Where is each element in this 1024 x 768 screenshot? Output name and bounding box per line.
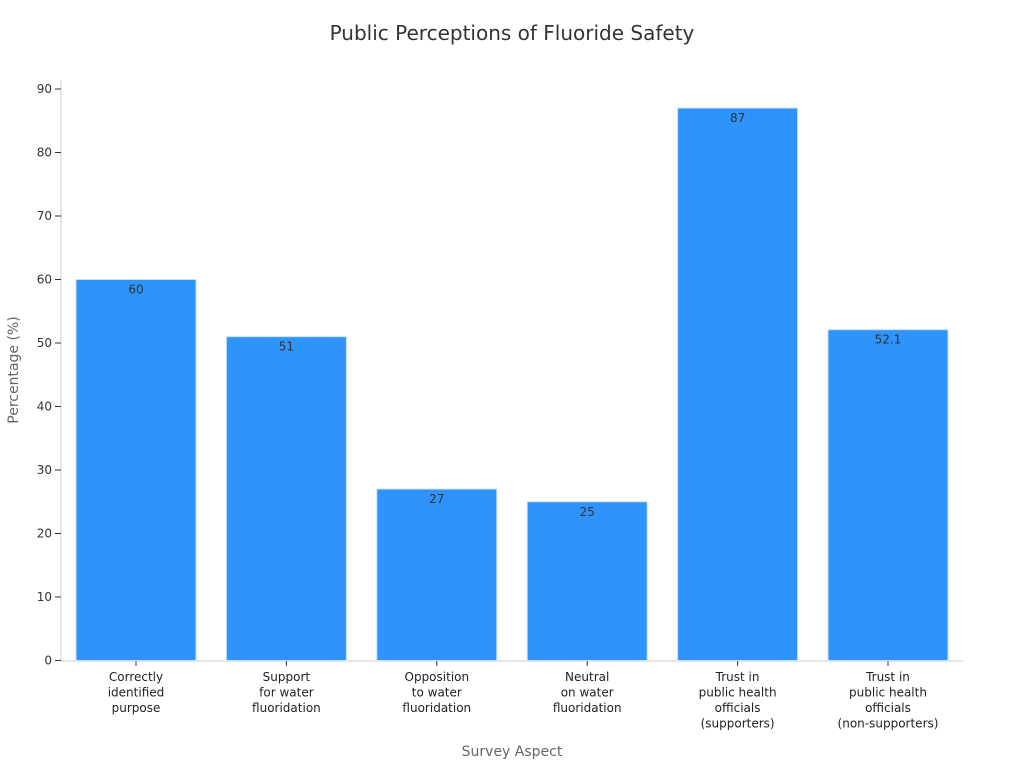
y-tick-label: 80	[37, 146, 52, 160]
y-tick-label: 40	[37, 400, 52, 414]
x-tick-label: Support for water fluoridation	[252, 670, 321, 715]
y-tick-label: 70	[37, 209, 52, 223]
y-tick-label: 90	[37, 82, 52, 96]
data-label: 52.1	[875, 333, 902, 347]
y-tick-label: 50	[37, 336, 52, 350]
bar	[225, 336, 347, 661]
data-label: 27	[429, 492, 444, 506]
bar	[677, 107, 799, 662]
data-label: 51	[279, 340, 294, 354]
y-tick-label: 20	[37, 527, 52, 541]
data-label: 25	[580, 505, 595, 519]
chart-title: Public Perceptions of Fluoride Safety	[330, 21, 695, 45]
x-tick-label: Trust in public health officials (non-suppo…	[838, 670, 939, 731]
y-axis-label: Percentage (%)	[6, 316, 22, 423]
y-tick-label: 30	[37, 463, 52, 477]
y-tick-label: 60	[37, 273, 52, 287]
x-axis-label: Survey Aspect	[462, 744, 563, 760]
bar	[827, 329, 949, 661]
x-tick-label: Opposition to water fluoridation	[402, 670, 471, 715]
y-tick-label: 0	[44, 654, 52, 668]
x-tick-label: Trust in public health officials (supporter…	[699, 670, 777, 731]
bar	[376, 488, 498, 661]
x-tick-label: Correctly identified purpose	[108, 670, 165, 715]
data-label: 87	[730, 111, 745, 125]
y-tick-label: 10	[37, 590, 52, 604]
x-tick-label: Neutral on water fluoridation	[553, 670, 622, 715]
bar	[75, 279, 197, 661]
bar	[526, 501, 648, 661]
data-label: 60	[128, 283, 143, 297]
